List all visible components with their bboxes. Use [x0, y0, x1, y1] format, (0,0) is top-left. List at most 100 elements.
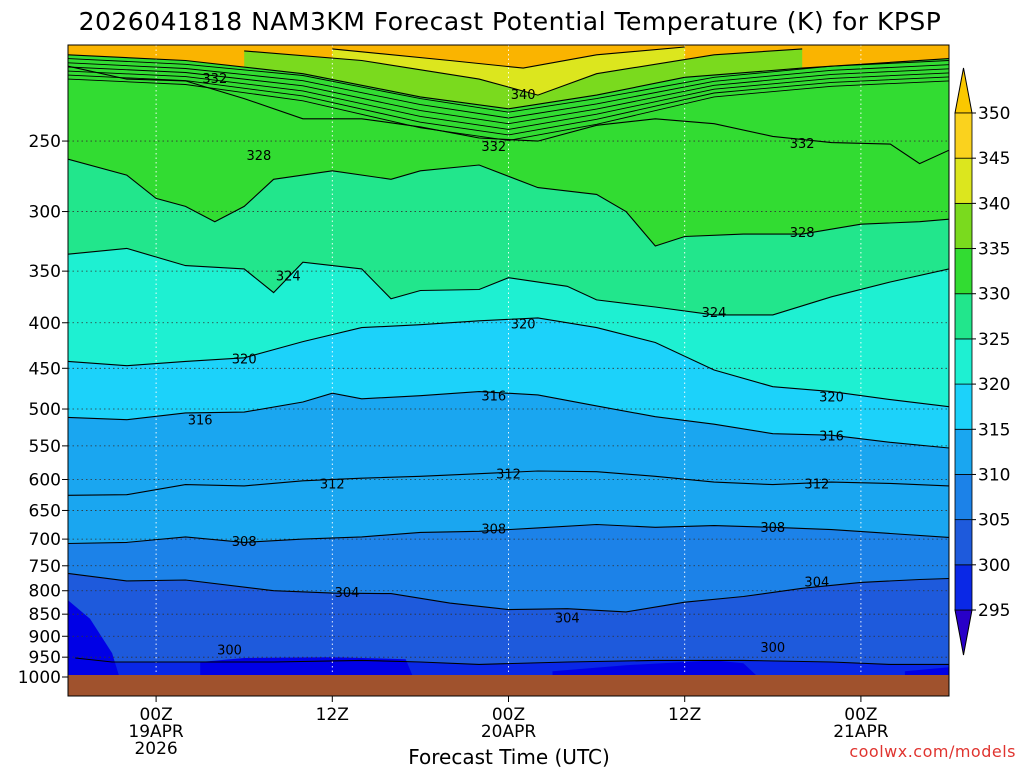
contour-label-332: 332	[481, 140, 506, 155]
colorbar-swatch-345	[954, 112, 973, 159]
contour-label-300: 300	[760, 641, 785, 656]
x-tick-label: 20APR	[481, 722, 537, 742]
grid-lines	[68, 45, 949, 677]
contour-label-316: 316	[819, 430, 844, 445]
colorbar-label-300: 300	[978, 556, 1010, 576]
x-tick-label: 00Z	[139, 705, 172, 725]
colorbar-label-350: 350	[978, 104, 1010, 124]
x-tick-label: 00Z	[844, 705, 877, 725]
y-tick-label-900: 900	[29, 627, 61, 647]
contour-label-300: 300	[217, 644, 242, 659]
contour-label-320: 320	[232, 353, 257, 368]
contour-label-324: 324	[702, 306, 727, 321]
colorbar-swatch-295	[954, 564, 973, 611]
isentrope-upper-bundle	[68, 58, 949, 113]
y-tick-label-650: 650	[29, 501, 61, 521]
isentrope-308	[68, 523, 949, 545]
theta-band-below-304	[68, 573, 949, 677]
isentrope-312	[68, 470, 949, 496]
colorbar-label-315: 315	[978, 420, 1010, 440]
isentrope-336	[68, 54, 949, 110]
cold-pool-1	[200, 657, 414, 677]
theta-filled-contours	[68, 45, 949, 677]
y-axis: 2503003504004505005506006507007508008509…	[18, 132, 68, 688]
y-tick-label-350: 350	[29, 262, 61, 282]
chart-title: 2026041818 NAM3KM Forecast Potential Tem…	[79, 7, 942, 36]
contour-label-324: 324	[276, 270, 301, 285]
y-tick-label-400: 400	[29, 314, 61, 334]
isentrope-344	[332, 46, 685, 69]
contour-label-328: 328	[246, 149, 271, 164]
colorbar-swatch-315	[954, 383, 973, 430]
isentrope-324	[68, 247, 949, 316]
colorbar-swatch-330	[954, 248, 973, 295]
contour-label-308: 308	[481, 523, 506, 538]
colorbar-label-340: 340	[978, 194, 1010, 214]
y-tick-label-1000: 1000	[18, 668, 61, 688]
cold-pool-3	[904, 667, 949, 677]
contour-label-304: 304	[335, 586, 360, 601]
isentrope-upper-bundle	[68, 74, 949, 136]
cold-pool-2	[552, 660, 759, 677]
y-tick-label-550: 550	[29, 437, 61, 457]
y-tick-label-750: 750	[29, 557, 61, 577]
contour-label-316: 316	[481, 389, 506, 404]
isentrope-300	[75, 657, 949, 665]
colorbar-label-320: 320	[978, 375, 1010, 395]
contour-label-304: 304	[555, 612, 580, 627]
contour-label-332: 332	[790, 137, 815, 152]
isentrope-lines	[68, 46, 949, 665]
contour-label-340: 340	[511, 88, 536, 103]
x-tick-label: 12Z	[316, 705, 349, 725]
colorbar-swatch-320	[954, 338, 973, 385]
y-tick-label-800: 800	[29, 582, 61, 602]
colorbar-swatch-300	[954, 519, 973, 566]
x-tick-label: 12Z	[668, 705, 701, 725]
isentrope-304	[68, 572, 949, 613]
contour-label-320: 320	[819, 390, 844, 405]
colorbar-swatch-340	[954, 157, 973, 204]
contour-label-320: 320	[511, 318, 536, 333]
cold-pool-0	[68, 600, 120, 677]
isentrope-upper-bundle	[68, 66, 949, 125]
isentrope-upper-bundle	[68, 78, 949, 141]
colorbar-swatch-305	[954, 474, 973, 521]
colorbar-label-330: 330	[978, 285, 1010, 305]
contour-label-308: 308	[760, 521, 785, 536]
isentrope-320	[68, 317, 949, 408]
contour-labels: 332 340 332 332 328 328 324 324 320 320 320 316 316 3…	[188, 72, 844, 658]
y-tick-label-450: 450	[29, 359, 61, 379]
isentrope-328	[68, 158, 949, 247]
colorbar-label-335: 335	[978, 240, 1010, 260]
y-tick-label-500: 500	[29, 400, 61, 420]
isentrope-332	[68, 65, 949, 165]
contour-label-312: 312	[320, 478, 345, 493]
y-tick-label-700: 700	[29, 530, 61, 550]
terrain-ground-bar	[68, 675, 949, 696]
x-axis-title: Forecast Time (UTC)	[408, 745, 610, 768]
colorbar-label-325: 325	[978, 330, 1010, 350]
colorbar-swatch-325	[954, 293, 973, 340]
colorbar-label-305: 305	[978, 511, 1010, 531]
y-tick-label-250: 250	[29, 132, 61, 152]
colorbar-label-295: 295	[978, 601, 1010, 621]
contour-label-304: 304	[804, 575, 829, 590]
plot-area: 332 340 332 332 328 328 324 324 320 320 320 316 316 3…	[68, 45, 949, 677]
y-tick-label-950: 950	[29, 648, 61, 668]
credit-text: coolwx.com/models	[849, 742, 1016, 761]
y-tick-label-600: 600	[29, 471, 61, 491]
x-tick-label: 21APR	[833, 722, 889, 742]
contour-label-316: 316	[188, 413, 213, 428]
isentrope-340	[244, 48, 803, 96]
colorbar-swatch-310	[954, 428, 973, 475]
contour-label-312: 312	[496, 467, 521, 482]
x-tick-label: 2026	[134, 739, 177, 759]
contour-label-328: 328	[790, 226, 815, 241]
x-tick-label: 00Z	[492, 705, 525, 725]
colorbar-label-310: 310	[978, 465, 1010, 485]
colorbar-label-345: 345	[978, 149, 1010, 169]
isentrope-upper-bundle	[68, 70, 949, 130]
colorbar: 295 300 305 310 315 320 325 330 335 340 345 350	[954, 67, 1010, 656]
